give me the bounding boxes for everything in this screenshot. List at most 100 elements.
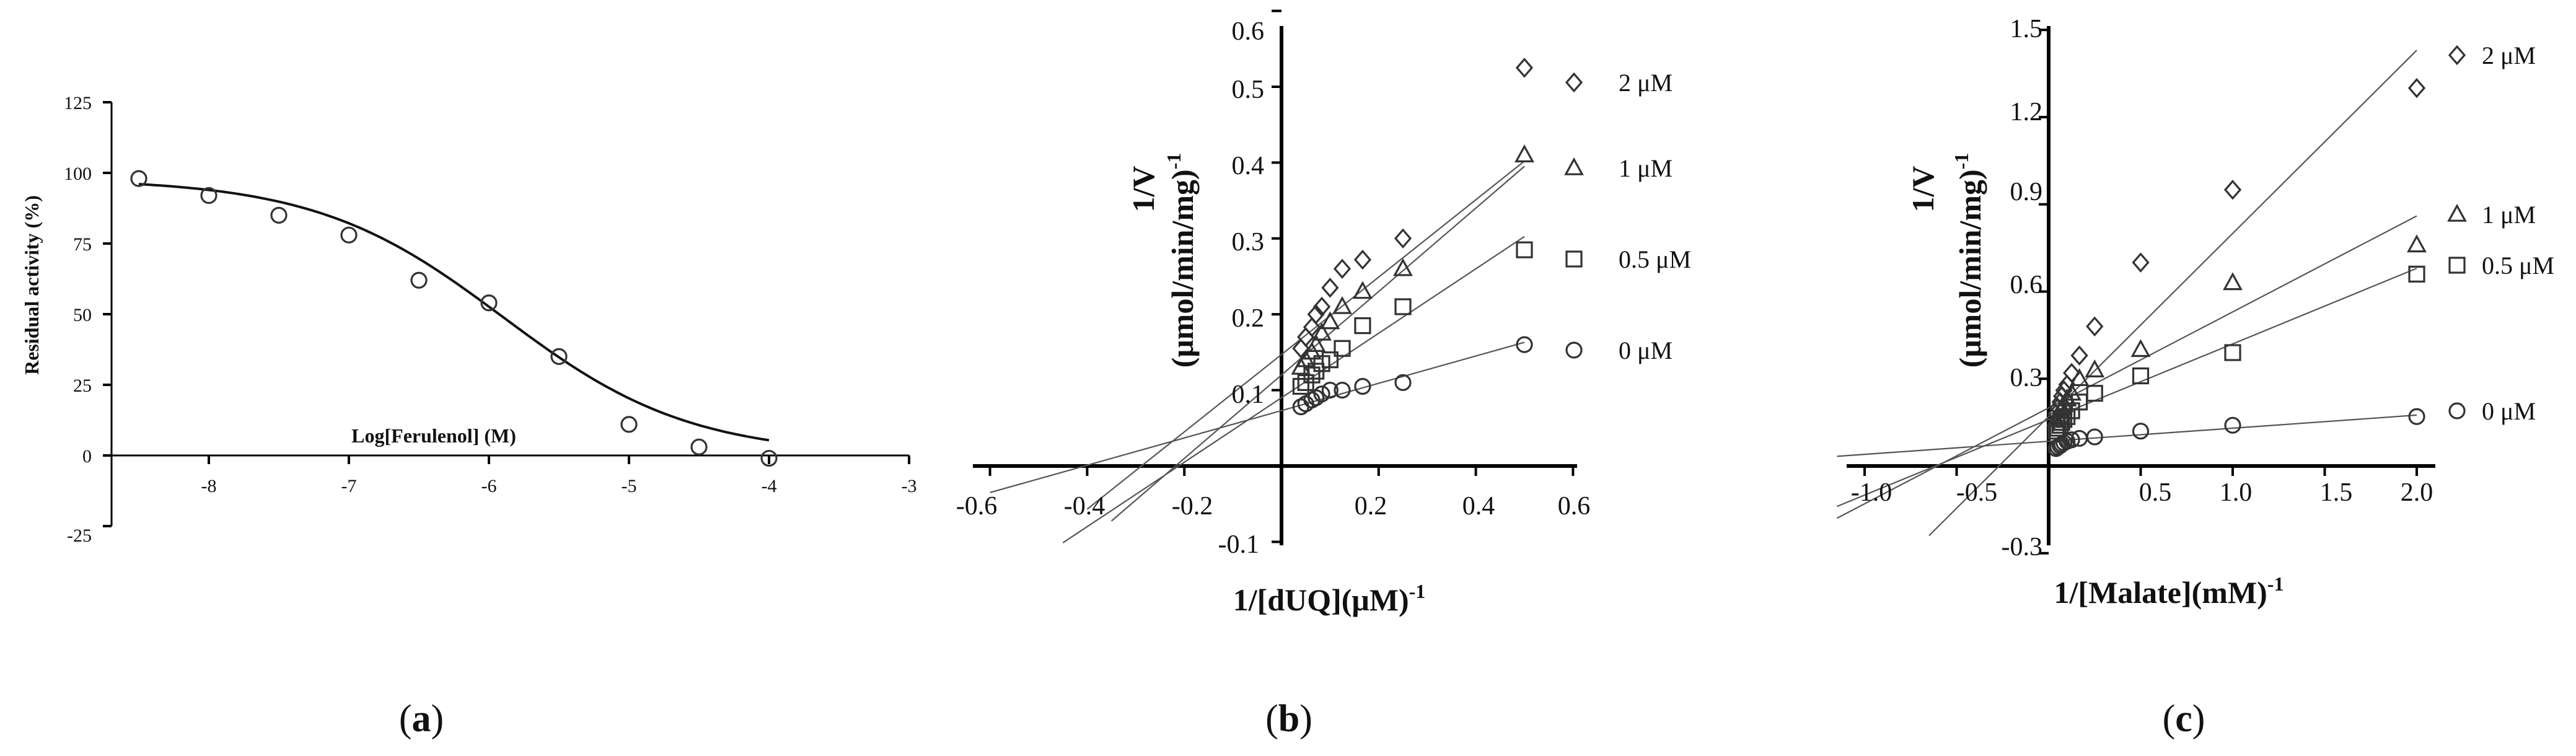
fit-line [1110,165,1525,522]
data-point [2408,265,2425,283]
panel-c-y-axis-label: 1/V [1906,166,1940,213]
data-point [1292,377,1309,395]
y-tick-label: 0.3 [1232,228,1265,257]
data-point [550,348,568,366]
y-tick-label: 0.6 [1232,17,1265,46]
data-point [410,271,428,289]
y-tick-label: 125 [64,93,92,113]
data-point [2053,414,2070,431]
data-point [1565,72,1583,93]
data-point [1312,322,1332,341]
data-point [2223,272,2243,291]
data-point [1321,278,1339,298]
x-tick-label: -3 [902,476,917,496]
panel-b-label: (b) [1265,698,1312,740]
fit-line [1928,50,2417,537]
y-tick-label: 0.2 [1232,304,1265,333]
legend-label: 1 μM [2482,201,2536,229]
y-tick-label: 50 [73,305,92,325]
y-tick-label: -0.3 [2002,533,2043,561]
y-tick-label: 1.5 [2010,15,2043,43]
panel-b-axes [973,9,1584,545]
panel-b-x-tick-labels: -0.6 -0.4 -0.2 0.2 0.4 0.6 [956,492,1591,521]
x-tick-label: -0.5 [1956,478,1998,507]
legend-label: 0.5 μM [2482,252,2554,279]
y-tick-label: 0.1 [1232,380,1265,409]
panel-a-label: (a) [399,698,444,740]
data-point [1321,381,1339,399]
data-point [2447,203,2467,222]
panel-a-chart: -25 0 25 50 75 100 125 -8 -7 -6 -5 -4 -3… [20,93,917,740]
data-point [620,416,638,433]
y-tick-label: -0.1 [1218,530,1260,559]
y-tick-label: 75 [73,234,92,255]
panel-b-x-axis-label: 1/[dUQ](μM)-1 [1233,580,1426,617]
fit-line [1837,267,2417,508]
data-point [2132,367,2150,385]
data-point [2407,234,2427,253]
data-point [2407,77,2426,99]
x-tick-label: -7 [341,476,357,496]
data-point [2224,344,2241,361]
data-point [340,226,358,244]
y-tick-label: 0.6 [2010,271,2043,299]
data-point [2448,45,2466,66]
x-tick-label: -0.2 [1172,492,1213,521]
fit-line [1837,414,2417,457]
data-point [1394,228,1412,249]
data-point [1332,296,1352,314]
data-point [760,449,778,467]
panel-c-label: (c) [2163,698,2205,740]
panel-a-x-tick-labels: -8 -7 -6 -5 -4 -3 [201,476,917,496]
y-tick-label: 0.3 [2010,364,2043,392]
data-point [2132,252,2150,273]
panel-c-x-axis-label: 1/[Malate](mM)-1 [2054,573,2284,610]
legend-label: 0.5 μM [1619,245,1691,273]
panel-c-chart: -0.3 0.3 0.6 0.9 1.2 1.5 -1.0 -0.5 0.5 1… [1836,15,2554,740]
data-point [1308,363,1325,380]
x-tick-label: -1.0 [1851,478,1892,507]
data-point [2086,316,2104,337]
panel-a-axes [103,101,910,527]
y-tick-label: 0 [82,446,92,467]
data-point [1306,334,1326,352]
data-point [2085,359,2105,377]
x-tick-label: 0.5 [2139,478,2172,507]
x-tick-label: 2.0 [2401,478,2433,507]
data-point [1393,258,1413,276]
data-point [1394,374,1412,391]
data-point [1515,58,1534,78]
x-tick-label: -0.6 [956,492,998,521]
x-tick-label: 0.4 [1462,492,1495,521]
data-point [2051,416,2069,434]
fit-line [1836,215,2417,519]
data-point [480,294,498,312]
data-point [200,187,218,204]
legend-label: 2 μM [2482,42,2536,69]
data-point [2047,440,2065,457]
fit-line [1086,160,1525,510]
y-tick-label: 100 [64,164,92,184]
x-tick-label: 0.2 [1355,492,1387,521]
data-point [1353,281,1373,299]
x-tick-label: 1.5 [2320,478,2353,507]
data-point [130,170,147,187]
data-point [1297,374,1314,391]
data-point [1354,317,1371,335]
panel-b-y-tick-labels: -0.1 0.1 0.2 0.3 0.4 0.5 0.6 [1218,17,1265,559]
data-point [2051,437,2069,454]
data-point [2049,438,2067,456]
fit-line [990,341,1525,493]
x-tick-label: -6 [481,476,497,496]
legend-label: 1 μM [1619,154,1673,182]
data-point [270,206,288,224]
panel-b-legend: 2 μM 1 μM 0.5 μM 0 μM [1619,69,1691,364]
panel-c-x-tick-labels: -1.0 -0.5 0.5 1.0 1.5 2.0 [1851,478,2433,507]
x-tick-label: -4 [762,476,777,496]
y-tick-label: 0.9 [2010,178,2043,206]
panel-b-y-axis-units: (μmol/min/mg)-1 [1163,153,1200,368]
data-point [2070,429,2088,447]
data-point [2086,428,2103,446]
data-point [1353,249,1372,270]
